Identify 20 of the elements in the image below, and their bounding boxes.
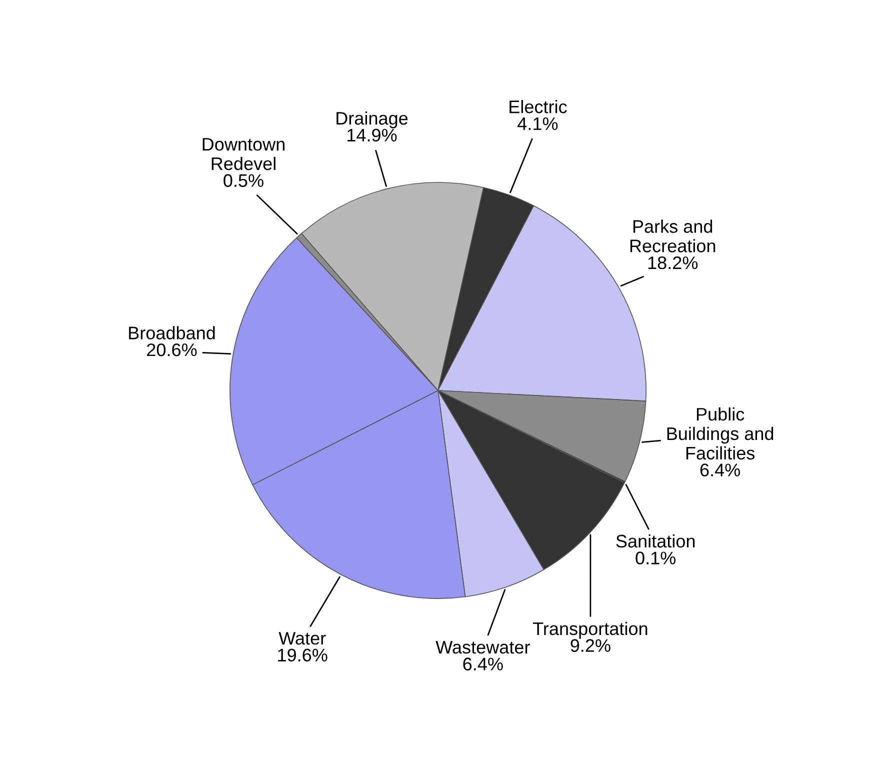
data-label: 20.6% [147,343,197,356]
slice-label: Broadband [129,326,215,340]
data-label: 0.1% [636,552,676,564]
data-label: 0.5% [224,174,264,187]
slice-label: Downtown Redevel [202,138,284,170]
slice-label: Drainage [336,111,408,128]
slice-label: Water [278,632,326,645]
slice-label: Wastewater [436,641,530,654]
slice-label: Transportation [532,622,648,639]
slice-label: Parks and Recreation [630,220,716,252]
slice-label: Public Buildings and Facilities [667,407,774,460]
slice-label: Sanitation [616,534,695,548]
data-label: 4.1% [518,117,558,130]
data-label: 6.4% [700,464,740,476]
slice-label: Electric [510,100,567,114]
data-label: 9.2% [570,639,610,652]
data-label: 6.4% [463,658,503,670]
data-label: 14.9% [348,128,397,142]
data-label: 18.2% [648,256,698,270]
data-label: 19.6% [278,648,328,662]
